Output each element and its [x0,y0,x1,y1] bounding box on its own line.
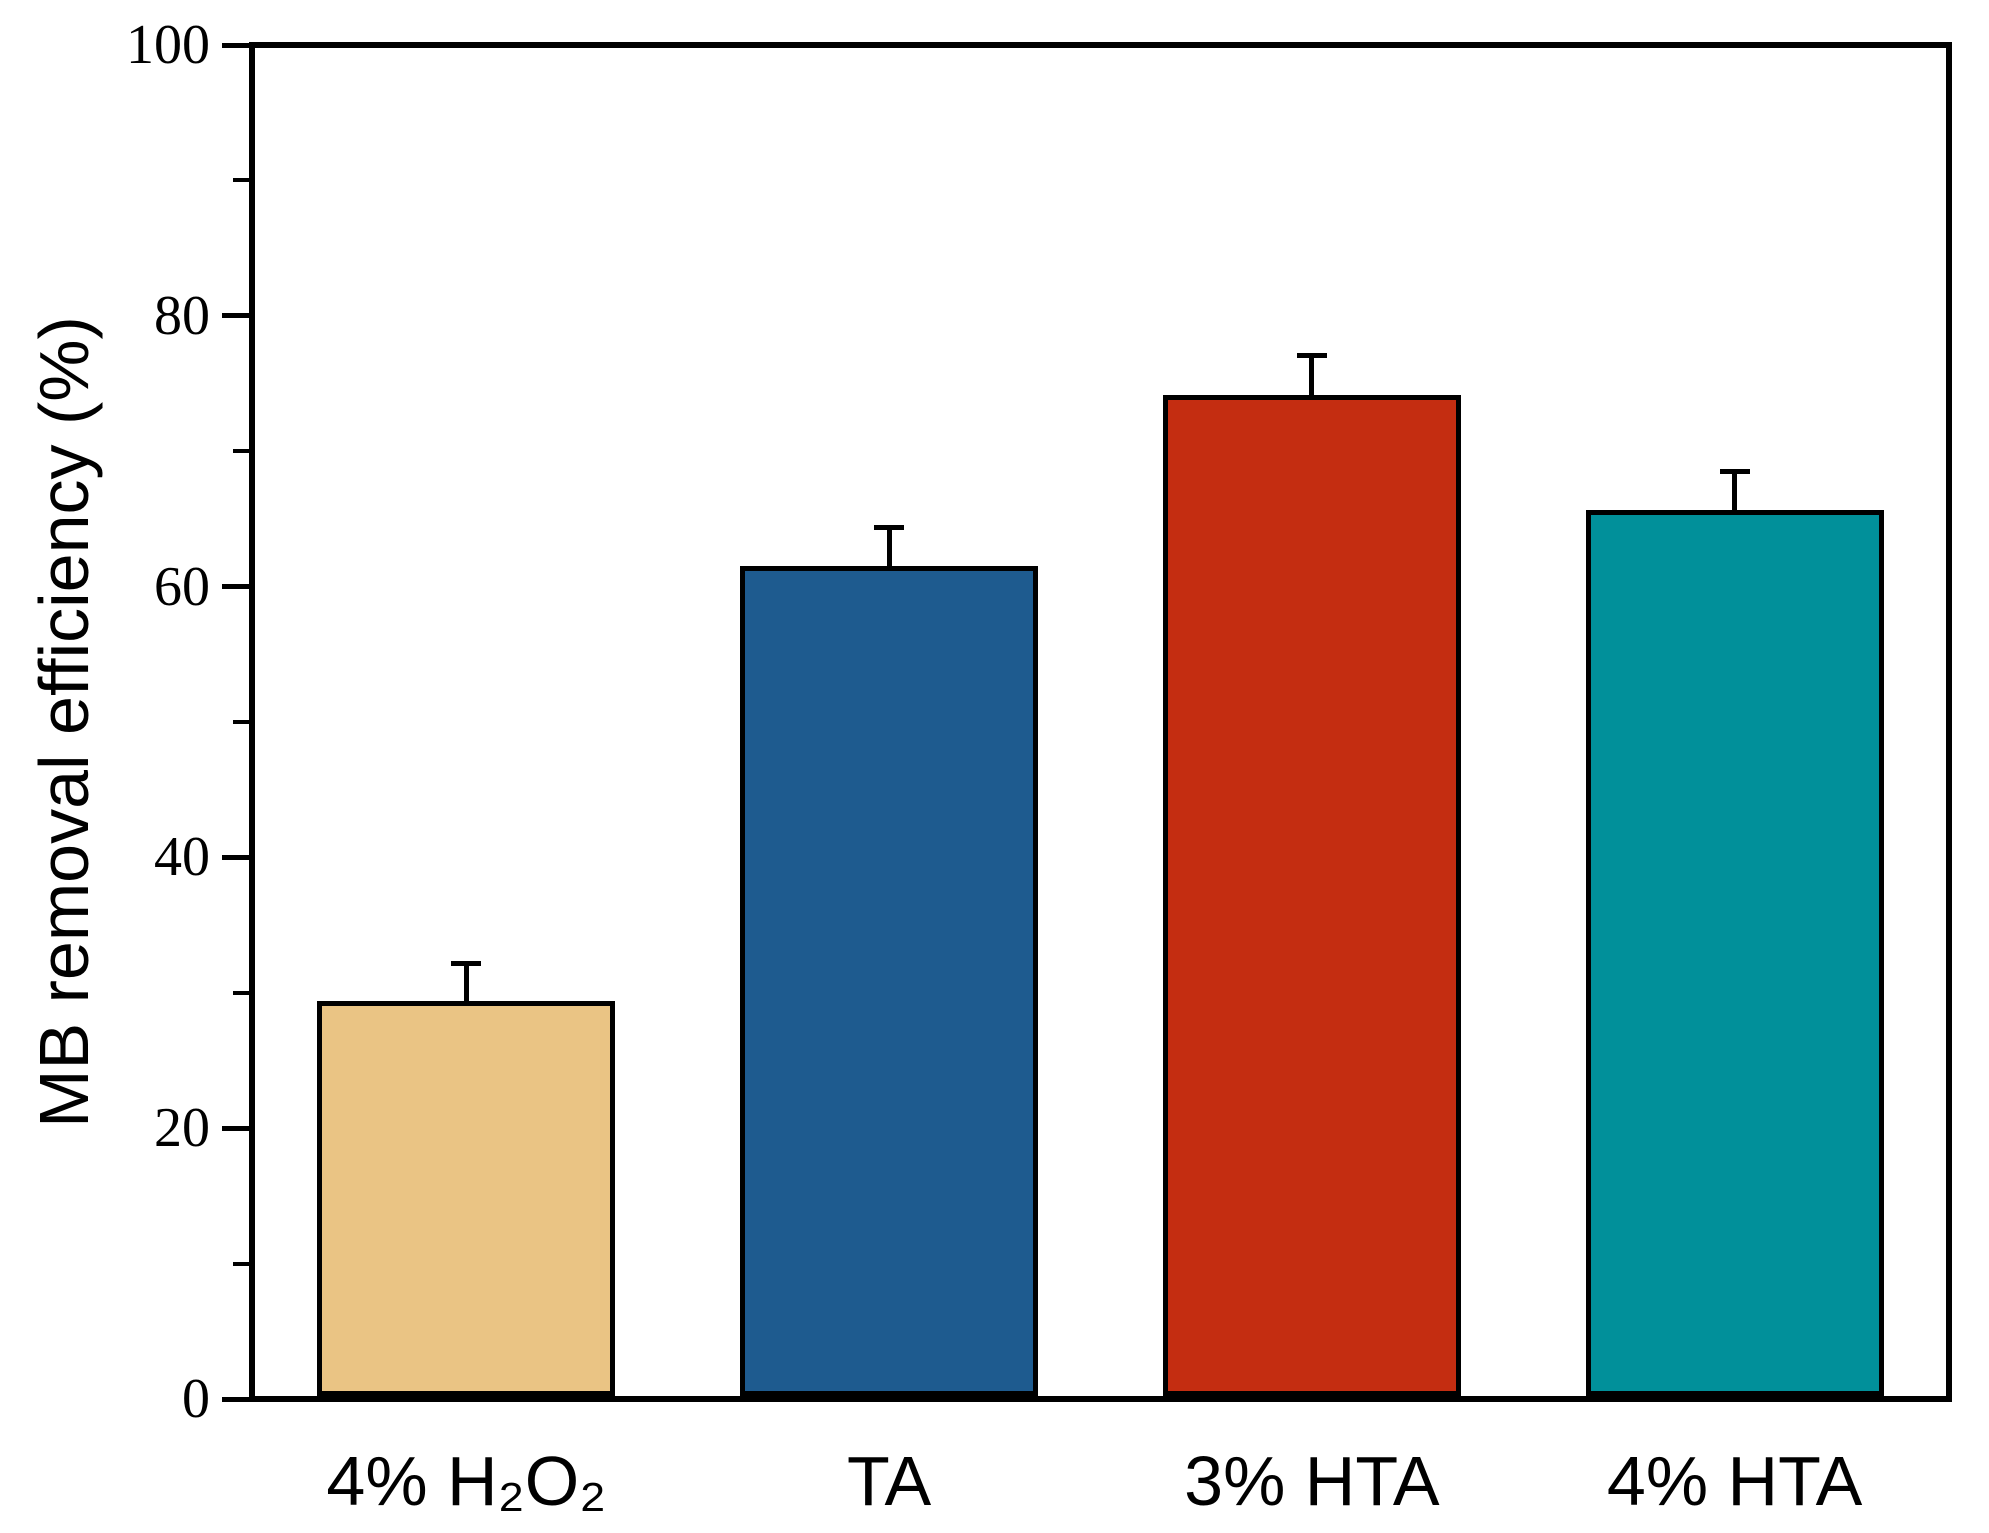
bar-3-hta [1162,394,1461,1396]
error-bar-cap [451,960,482,966]
bar-4-h-o- [317,1001,616,1396]
error-bar-cap [874,524,905,530]
error-bar-line [1309,355,1315,398]
bar-4-hta [1585,509,1884,1396]
y-axis-minor-tick [233,449,249,454]
y-axis-minor-tick [233,990,249,995]
y-axis-major-tick [222,313,249,319]
y-axis-major-tick [222,1125,249,1131]
bar-ta [740,566,1039,1396]
y-axis-major-tick [222,854,249,860]
y-axis-tick-label: 20 [154,1097,210,1160]
x-axis-label-1: 4% H₂O₂ [326,1442,607,1520]
y-axis-major-tick [222,42,249,48]
error-bar-line [886,527,892,569]
error-bar-cap [1296,352,1327,358]
y-axis-minor-tick [233,178,249,183]
error-bar-cap [1719,469,1750,474]
x-axis-label-3: 3% HTA [1184,1442,1440,1520]
error-bar-line [1732,471,1738,513]
y-axis-tick-label: 0 [182,1368,210,1430]
plot-area [249,42,1952,1402]
y-axis-minor-tick [233,720,249,724]
y-axis-tick-label: 40 [154,826,210,889]
x-axis-label-2: TA [846,1442,932,1520]
x-axis-label-4: 4% HTA [1606,1442,1863,1520]
y-axis-major-tick [222,584,249,590]
y-axis-tick-label: 100 [126,14,210,76]
y-axis-tick-label: 80 [154,284,210,347]
error-bar-line [463,963,469,1004]
y-axis-major-tick [222,1396,249,1402]
y-axis-minor-tick [233,1261,249,1266]
y-axis-title: MB removal efficiency (%) [25,316,103,1128]
y-axis-tick-label: 60 [154,555,210,618]
